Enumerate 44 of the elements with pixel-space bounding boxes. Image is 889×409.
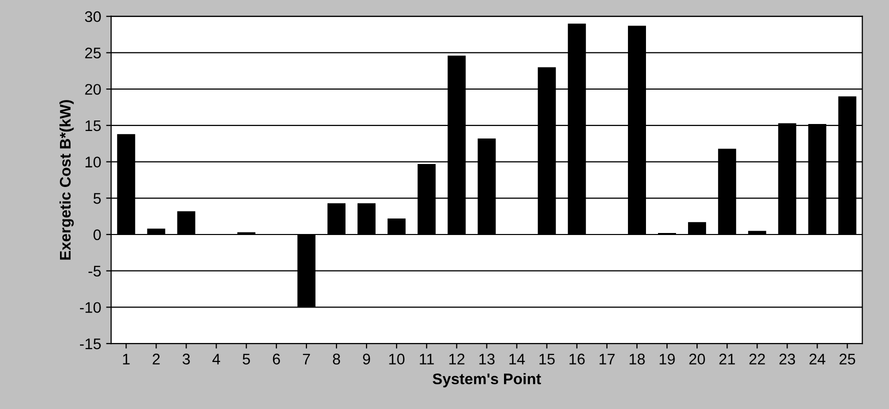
y-tick-label: 0 bbox=[94, 229, 101, 240]
x-tick-label: 17 bbox=[600, 354, 615, 364]
bar bbox=[177, 211, 196, 234]
x-tick-label: 2 bbox=[152, 354, 160, 364]
x-tick-label: 9 bbox=[363, 354, 370, 365]
x-tick-label: 7 bbox=[302, 354, 310, 364]
bar bbox=[688, 222, 706, 234]
x-tick-label: 5 bbox=[242, 354, 250, 365]
y-axis-title: Exergetic Cost B*(kW) bbox=[59, 100, 74, 260]
x-tick-label: 21 bbox=[719, 354, 735, 364]
x-tick-label: 15 bbox=[539, 354, 555, 365]
x-tick-label: 24 bbox=[810, 354, 826, 364]
y-tick-label: 5 bbox=[94, 193, 101, 204]
y-tick-label: 15 bbox=[86, 120, 101, 132]
bar bbox=[388, 218, 406, 234]
x-tick-label: 8 bbox=[332, 354, 340, 365]
x-axis-title: System's Point bbox=[432, 373, 541, 388]
y-tick-label: 20 bbox=[85, 84, 101, 95]
x-tick-label: 11 bbox=[420, 354, 434, 364]
x-tick-label: 13 bbox=[479, 354, 495, 365]
x-tick-label: 1 bbox=[123, 354, 130, 364]
y-tick-label: -5 bbox=[88, 266, 101, 277]
x-tick-label: 14 bbox=[509, 354, 525, 364]
y-tick-label: -10 bbox=[80, 302, 101, 313]
bar bbox=[358, 203, 376, 234]
x-tick-label: 23 bbox=[779, 354, 796, 365]
x-tick-label: 22 bbox=[749, 354, 765, 364]
x-tick-label: 3 bbox=[182, 354, 190, 365]
x-tick-label: 4 bbox=[212, 354, 220, 364]
x-tick-label: 20 bbox=[689, 354, 705, 365]
x-tick-label: 18 bbox=[630, 354, 645, 365]
y-tick-label: 10 bbox=[86, 156, 101, 168]
bar bbox=[327, 203, 346, 234]
bar bbox=[748, 230, 766, 234]
y-tick-label: 25 bbox=[85, 48, 101, 58]
x-tick-label: 25 bbox=[840, 354, 856, 365]
y-tick-label: 30 bbox=[84, 11, 101, 22]
y-tick-label: -15 bbox=[80, 338, 101, 350]
x-tick-label: 10 bbox=[389, 354, 404, 365]
bar bbox=[147, 228, 166, 234]
x-tick-label: 19 bbox=[660, 354, 675, 365]
x-tick-label: 6 bbox=[272, 354, 280, 365]
x-tick-label: 12 bbox=[449, 354, 464, 364]
x-tick-label: 16 bbox=[570, 354, 585, 365]
